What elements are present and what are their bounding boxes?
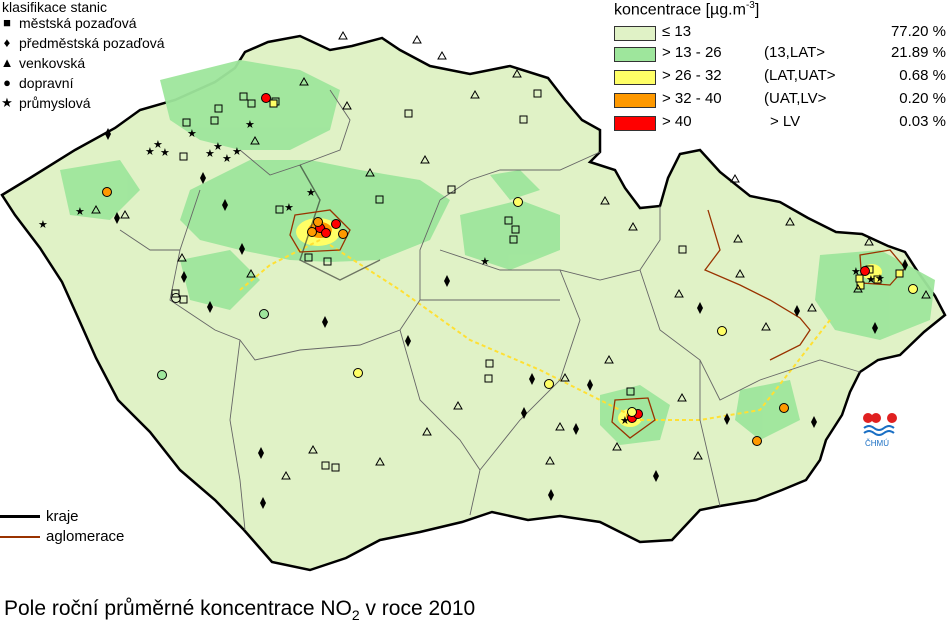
station-legend-label: dopravní <box>19 75 74 91</box>
class-13-26-areas <box>60 60 935 445</box>
chmu-logo: ČHMÚ <box>862 410 900 450</box>
svg-text:★: ★ <box>284 201 294 214</box>
concentration-percent: 21.89 % <box>890 44 946 61</box>
concentration-swatch <box>614 93 656 108</box>
svg-text:★: ★ <box>160 146 170 159</box>
svg-text:★: ★ <box>222 152 232 165</box>
map-title: Pole roční průměrné koncentrace NO2 v ro… <box>4 597 476 624</box>
concentration-swatch <box>614 26 656 41</box>
concentration-swatch <box>614 70 656 85</box>
concentration-note: (UAT,LV> <box>764 90 827 107</box>
svg-text:★: ★ <box>306 186 316 199</box>
concentration-percent: 77.20 % <box>890 23 946 40</box>
station-legend-urban: ■ městská pozaďová <box>0 15 137 31</box>
square-icon: ■ <box>3 15 11 30</box>
svg-text:★: ★ <box>232 145 242 158</box>
kraje-borders <box>299 164 381 281</box>
road-corridors <box>239 239 831 421</box>
concentration-legend-title: koncentrace [µg.m-3] <box>614 0 760 19</box>
svg-text:★: ★ <box>851 265 861 278</box>
svg-text:★: ★ <box>38 218 48 231</box>
station-legend-label: městská pozaďová <box>19 15 137 31</box>
kraje-line-icon <box>0 515 40 518</box>
station-legend-label: venkovská <box>19 55 86 71</box>
svg-text:★: ★ <box>480 255 490 268</box>
station-legend-suburban: ♦ předměstská pozaďová <box>0 35 165 51</box>
agglomeration-line-icon <box>0 535 40 538</box>
station-legend-label: předměstská pozaďová <box>19 35 165 51</box>
concentration-note: > LV <box>770 113 801 130</box>
svg-text:★: ★ <box>187 127 197 140</box>
triangle-icon: ▲ <box>0 55 14 70</box>
svg-text:★: ★ <box>620 414 630 427</box>
station-legend-title: klasifikace stanic <box>2 0 108 15</box>
svg-text:★: ★ <box>213 140 223 153</box>
legend-agglomeration-label: aglomerace <box>46 528 125 545</box>
concentration-range: > 32 - 40 <box>662 90 722 107</box>
stations-industrial: ★★ ★★ ★★ ★★ ★★ ★★ ★★ ★★ ★★ <box>38 118 885 427</box>
legend-kraje: kraje <box>0 508 79 525</box>
concentration-percent: 0.68 % <box>899 67 946 84</box>
svg-text:★: ★ <box>205 147 215 160</box>
station-legend-label: průmyslová <box>19 95 91 111</box>
concentration-note: (LAT,UAT> <box>764 67 836 84</box>
stations-suburban-background <box>105 128 908 509</box>
svg-text:★: ★ <box>245 118 255 131</box>
diamond-icon: ♦ <box>3 35 11 50</box>
chmu-logo-text: ČHMÚ <box>865 439 889 448</box>
stations-rural <box>91 30 931 480</box>
concentration-range: ≤ 13 <box>662 23 692 40</box>
svg-text:★: ★ <box>75 205 85 218</box>
svg-text:★: ★ <box>866 273 876 286</box>
concentration-swatch <box>614 116 656 131</box>
concentration-percent: 0.03 % <box>899 113 946 130</box>
concentration-range: > 13 - 26 <box>662 44 722 61</box>
concentration-range: > 40 <box>662 113 692 130</box>
country-outline <box>0 34 947 572</box>
concentration-percent: 0.20 % <box>899 90 946 107</box>
circle-icon: ● <box>3 75 11 90</box>
svg-text:★: ★ <box>145 145 155 158</box>
legend-agglomeration: aglomerace <box>0 528 124 545</box>
chmu-logo-graphic: ČHMÚ <box>863 413 897 448</box>
station-legend-rural: ▲ venkovská <box>0 55 86 71</box>
concentration-note: (13,LAT> <box>764 44 826 61</box>
station-legend-traffic: ● dopravní <box>0 75 73 91</box>
svg-text:★: ★ <box>153 138 163 151</box>
station-legend-industrial: ★ průmyslová <box>0 95 91 111</box>
svg-text:★: ★ <box>875 272 885 285</box>
star-icon: ★ <box>1 95 13 110</box>
legend-kraje-label: kraje <box>46 508 79 525</box>
concentration-range: > 26 - 32 <box>662 67 722 84</box>
stations-traffic <box>102 93 918 446</box>
concentration-swatch <box>614 47 656 62</box>
